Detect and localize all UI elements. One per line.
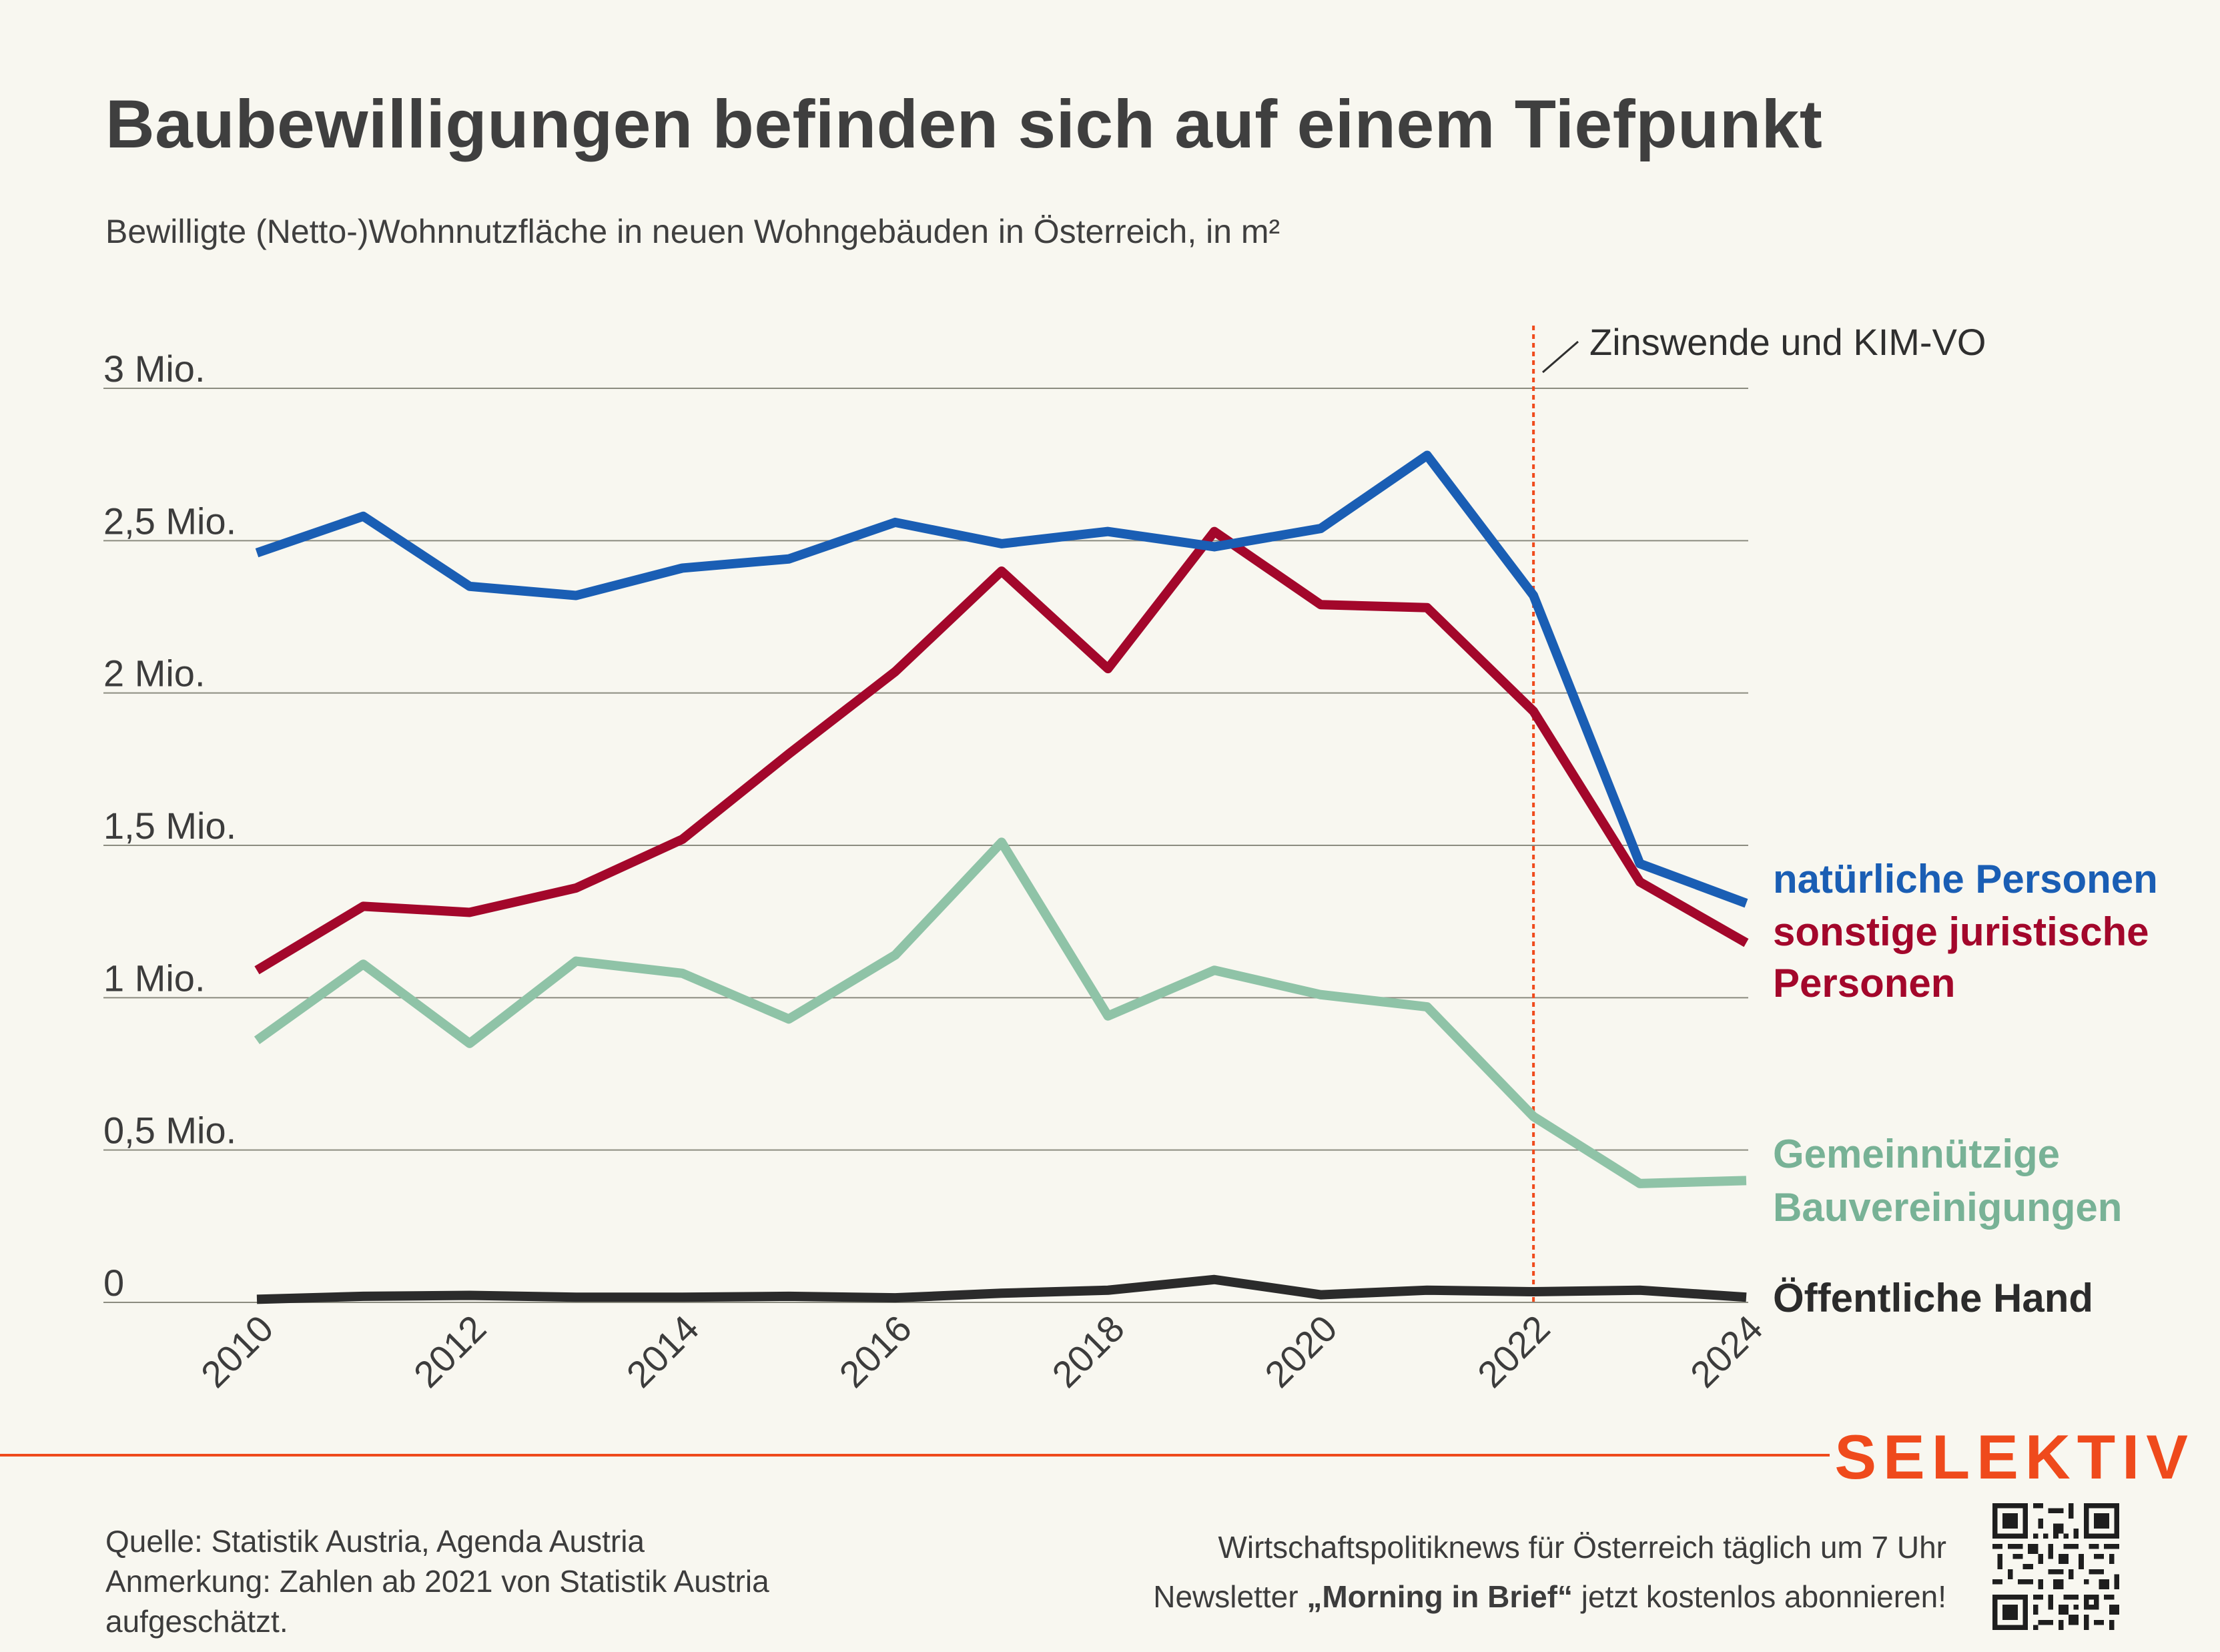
annotation-label: Zinswende und KIM-VO [1589,321,1986,363]
qr-code-icon[interactable] [1992,1503,2119,1630]
footer-divider [0,1454,1830,1457]
note-line: Anmerkung: Zahlen ab 2021 von Statistik … [105,1564,769,1639]
series-line [256,1274,1747,1304]
x-tick-label: 2014 [619,1307,707,1396]
promo-post: jetzt kostenlos abonnieren! [1572,1579,1946,1614]
chart-title: Baubewilligungen befinden sich auf einem… [105,86,1823,162]
series-line [255,450,1748,908]
annotation-leader [1542,340,1579,374]
x-tick-label: 2024 [1682,1307,1771,1396]
chart-subtitle: Bewilligte (Netto-)Wohnnutzfläche in neu… [105,213,1280,250]
newsletter-promo: Wirtschaftspolitiknews für Österreich tä… [879,1523,1946,1621]
series-label: Bauvereinigungen [1773,1185,2122,1230]
y-tick-label: 0 [103,1262,124,1304]
y-tick-label: 2 Mio. [103,653,206,695]
series-label: Gemeinnützige [1773,1132,2060,1176]
series-label: Personen [1773,961,1955,1005]
annotation-layer: Zinswende und KIM-VO [1532,321,1986,1304]
x-tick-label: 2010 [193,1307,282,1396]
series-label: Öffentliche Hand [1773,1276,2093,1320]
promo-newsletter-name: „Morning in Brief“ [1307,1579,1573,1614]
line-chart: 0 0,5 Mio. 1 Mio. 1,5 Mio. 2 Mio. 2,5 Mio. 3 M… [103,321,2158,1396]
source-line: Quelle: Statistik Austria, Agenda Austri… [105,1524,645,1559]
promo-line-1: Wirtschaftspolitiknews für Österreich tä… [1218,1530,1946,1565]
series-label: natürliche Personen [1773,857,2158,901]
x-tick-label: 2016 [831,1307,919,1396]
series-lines [254,450,1749,1304]
y-tick-label: 3 Mio. [103,348,206,390]
x-tick-label: 2012 [406,1307,494,1396]
y-tick-label: 2,5 Mio. [103,500,236,542]
brand-logo: SELEKTIV [1834,1422,2195,1492]
x-tick-label: 2018 [1044,1307,1132,1396]
series-labels: natürliche Personen sonstige juristische P… [1773,857,2158,1320]
x-tick-label: 2020 [1256,1307,1345,1396]
gridlines [103,388,1748,1303]
y-tick-label: 1,5 Mio. [103,805,236,847]
promo-pre: Newsletter [1153,1579,1307,1614]
x-axis-ticks: 2010 2012 2014 2016 2018 2020 2022 2024 [193,1307,1771,1396]
x-tick-label: 2022 [1469,1307,1558,1396]
promo-line-2[interactable]: Newsletter „Morning in Brief“ jetzt kost… [879,1572,1946,1621]
y-tick-label: 1 Mio. [103,957,206,999]
series-label: sonstige juristische [1773,909,2149,954]
source-note: Quelle: Statistik Austria, Agenda Austri… [105,1521,933,1641]
series-line [254,837,1747,1188]
y-axis-ticks: 0 0,5 Mio. 1 Mio. 1,5 Mio. 2 Mio. 2,5 Mio. 3 M… [103,348,236,1304]
y-tick-label: 0,5 Mio. [103,1110,236,1152]
series-line [254,526,1749,975]
